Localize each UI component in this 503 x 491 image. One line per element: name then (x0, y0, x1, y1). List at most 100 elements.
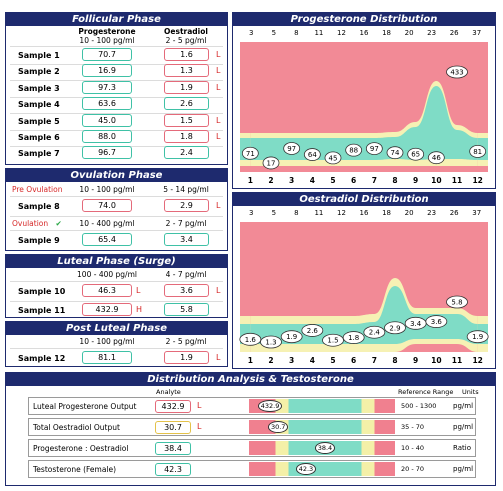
bottom-tick-label: 7 (372, 356, 377, 365)
analyte-value: 432.9 (155, 400, 191, 413)
reference-band-inner (250, 86, 478, 160)
data-point-marker (345, 143, 363, 157)
top-tick-label: 37 (472, 29, 481, 37)
oes-flag: L (216, 201, 221, 210)
sample-label: Sample 10 (18, 287, 66, 296)
luteal-prog-range: 100 - 400 pg/ml (77, 270, 137, 279)
data-point-label: 2.6 (307, 327, 319, 335)
data-point-label: 3.6 (431, 318, 443, 326)
post-luteal-title: Post Luteal Phase (6, 322, 227, 335)
sample-label: Sample 11 (18, 306, 66, 315)
bottom-tick-label: 6 (351, 356, 356, 365)
units: pg/ml (453, 465, 474, 473)
data-point-label: 65 (411, 151, 420, 159)
reference-range: 35 - 70 (401, 423, 425, 431)
top-tick-label: 20 (405, 29, 414, 37)
top-tick-label: 20 (405, 209, 414, 217)
range-marker: 432.9 (257, 400, 283, 412)
check-icon: ✔ (55, 219, 62, 228)
bottom-tick-label: 9 (413, 176, 418, 185)
range-bar (249, 399, 395, 413)
oes-flag: L (216, 66, 221, 76)
prog-value: 88.0 (82, 130, 132, 143)
units: Ratio (453, 444, 471, 452)
ovulation-label: Ovulation ✔ (12, 219, 62, 228)
data-point-marker (446, 65, 468, 79)
top-tick-label: 5 (272, 29, 276, 37)
range-marker: 30.7 (267, 421, 289, 433)
progesterone-chart-title: Progesterone Distribution (233, 13, 495, 26)
pre-prog-range: 10 - 100 pg/ml (79, 185, 135, 194)
sample-label: Sample 6 (18, 133, 60, 142)
range-marker: 38.4 (314, 442, 336, 454)
analyte-name: Total Oestradiol Output (33, 423, 120, 432)
sample-3-row: Sample 3 97.3 1.9 L (6, 80, 227, 97)
top-tick-label: 3 (249, 29, 253, 37)
sample-label: Sample 4 (18, 100, 60, 110)
data-point-label: 46 (432, 154, 441, 162)
top-tick-label: 26 (450, 209, 459, 217)
data-point-label: 97 (370, 145, 379, 153)
analyte-flag: L (197, 422, 202, 431)
sample-label: Sample 2 (18, 67, 60, 77)
bottom-tick-label: 6 (351, 176, 356, 185)
sample-label: Sample 9 (18, 236, 60, 245)
reference-range: 10 - 40 (401, 444, 425, 452)
data-point-marker (260, 335, 282, 349)
bottom-tick-label: 12 (472, 356, 482, 365)
data-point-marker (280, 330, 303, 344)
data-point-marker (241, 146, 259, 160)
data-point-label: 45 (329, 154, 338, 162)
sample-7-row: Sample 7 96.7 2.4 (6, 146, 227, 162)
oestradiol-chart: 3 5 8 11 12 16 18 20 23 26 371 2 3 4 5 6 7 8 9 10 11 121.6 1.3… (239, 209, 489, 365)
analyte-value: 38.4 (155, 442, 191, 455)
data-point-marker (365, 142, 383, 155)
top-tick-label: 11 (314, 209, 323, 217)
data-point-label: 1.9 (472, 333, 483, 341)
bottom-tick-label: 4 (310, 356, 315, 365)
data-point-marker (322, 333, 344, 347)
post-luteal-panel: Post Luteal Phase 10 - 100 pg/ml 2 - 5 p… (5, 321, 228, 367)
top-tick-label: 37 (472, 209, 481, 217)
ovulation-panel: Ovulation Phase Pre Ovulation 10 - 100 p… (5, 168, 228, 251)
oes-flag: L (216, 286, 221, 295)
oes-value: 1.6 (164, 48, 209, 61)
top-tick-label: 8 (294, 29, 298, 37)
oestradiol-chart-title: Oestradiol Distribution (233, 193, 495, 206)
analyte-name: Progesterone : Oestradiol (33, 444, 129, 453)
bottom-tick-label: 8 (392, 176, 397, 185)
follicular-title: Follicular Phase (6, 13, 227, 26)
sample-label: Sample 7 (18, 149, 60, 159)
bottom-tick-label: 9 (413, 356, 418, 365)
sample-11-row: Sample 11 432.9 H 5.8 (6, 303, 227, 319)
prog-value: 65.4 (82, 233, 132, 246)
data-point-marker (303, 148, 321, 161)
pre-ovulation-label: Pre Ovulation (12, 185, 63, 194)
data-point-marker (262, 156, 280, 170)
top-tick-label: 8 (294, 209, 298, 217)
oes-value: 1.8 (164, 130, 209, 143)
analysis-panel: Distribution Analysis & Testosterone Ana… (5, 372, 496, 486)
sample-5-row: Sample 5 45.0 1.5 L (6, 113, 227, 130)
data-point-marker (283, 142, 301, 155)
top-tick-label: 18 (382, 209, 391, 217)
prog-col-header: Progesterone (78, 27, 136, 36)
bottom-tick-label: 8 (392, 356, 397, 365)
oes-value: 2.6 (164, 97, 209, 111)
oes-value: 2.9 (164, 199, 209, 212)
bottom-tick-label: 2 (268, 356, 273, 365)
prog-value: 16.9 (82, 64, 132, 78)
data-point-marker (425, 315, 448, 328)
bottom-tick-label: 5 (330, 356, 335, 365)
luteal-panel: Luteal Phase (Surge) 100 - 400 pg/ml 4 -… (5, 254, 228, 318)
data-point-marker (301, 324, 324, 337)
progesterone-chart-panel: Progesterone Distribution 3 5 8 11 12 16 18 20 2… (232, 12, 496, 189)
data-point-label: 2.9 (389, 324, 400, 332)
analyte-value: 42.3 (155, 463, 191, 476)
prog-value: 96.7 (82, 146, 132, 160)
bottom-tick-label: 12 (472, 176, 482, 185)
bottom-tick-label: 10 (431, 356, 441, 365)
oes-flag: L (216, 115, 221, 125)
bottom-tick-label: 1 (248, 176, 253, 185)
oes-value: 1.9 (164, 351, 209, 364)
